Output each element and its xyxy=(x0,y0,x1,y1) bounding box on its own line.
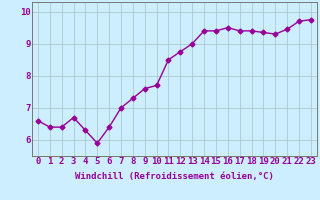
X-axis label: Windchill (Refroidissement éolien,°C): Windchill (Refroidissement éolien,°C) xyxy=(75,172,274,181)
